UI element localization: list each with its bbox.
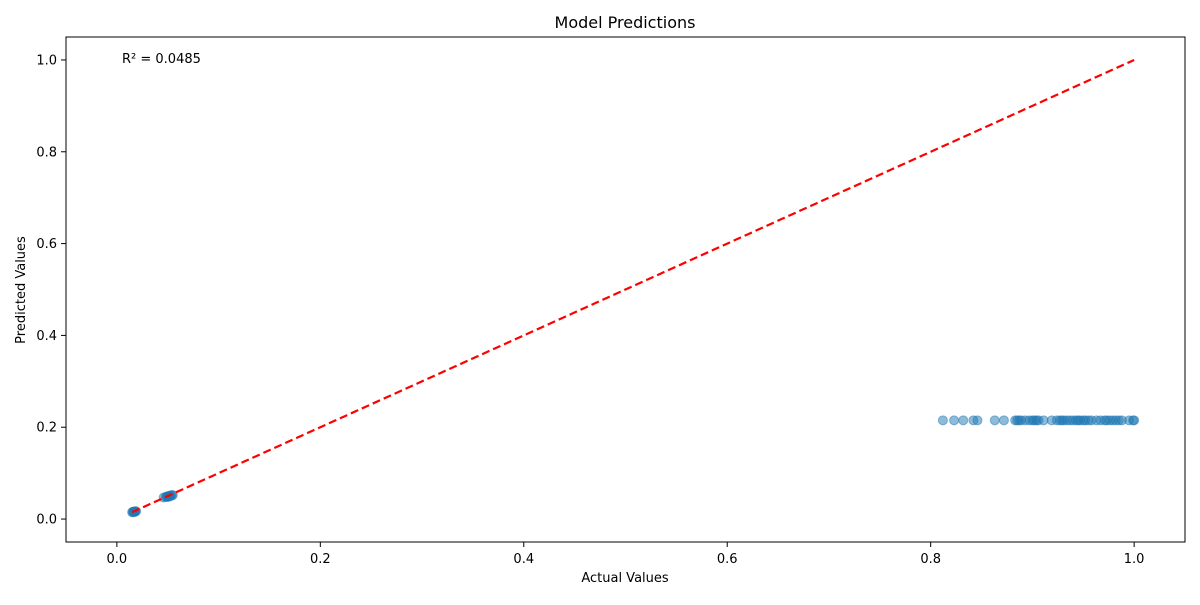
x-axis-label: Actual Values [581,571,669,586]
y-tick-label: 1.0 [36,53,57,68]
x-tick-label: 0.4 [513,552,534,567]
y-tick-label: 0.2 [36,421,57,436]
r-squared-annotation: R² = 0.0485 [122,52,201,67]
scatter-point [972,415,983,426]
scatter-point [998,415,1009,426]
scatter-point [949,415,960,426]
reference-line [131,58,1135,514]
chart-title: Model Predictions [555,13,696,32]
scatter-point [958,415,969,426]
y-axis-ticks: 0.0 0.2 0.4 0.6 0.8 1.0 [36,53,66,528]
y-tick-label: 0.0 [36,513,57,528]
y-tick-label: 0.4 [36,329,57,344]
x-tick-label: 0.8 [920,552,941,567]
points-layer [127,415,1140,518]
plot-frame [65,36,1186,543]
x-tick-label: 0.6 [717,552,738,567]
scatter-point [989,415,1000,426]
scatter-point [937,415,948,426]
y-tick-label: 0.8 [36,145,57,160]
scatter-point [1129,415,1140,426]
y-tick-label: 0.6 [36,237,57,252]
x-tick-label: 0.0 [107,552,128,567]
x-tick-label: 1.0 [1124,552,1145,567]
x-tick-label: 0.2 [310,552,331,567]
x-axis-ticks: 0.0 0.2 0.4 0.6 0.8 1.0 [107,542,1145,567]
y-axis-label: Predicted Values [14,236,29,344]
